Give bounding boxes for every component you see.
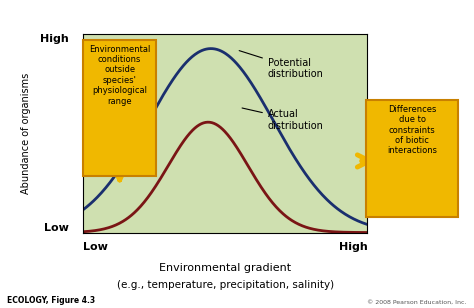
Text: © 2008 Pearson Education, Inc.: © 2008 Pearson Education, Inc. — [367, 300, 467, 305]
Text: Actual
distribution: Actual distribution — [242, 108, 324, 131]
Text: Abundance of organisms: Abundance of organisms — [21, 73, 31, 194]
Text: Potential
distribution: Potential distribution — [239, 51, 324, 79]
Text: Environmental gradient: Environmental gradient — [159, 263, 291, 273]
Text: Low: Low — [83, 242, 108, 253]
Text: Figure 4.3  Abundance Varies across Environmental Gradients: Figure 4.3 Abundance Varies across Envir… — [7, 6, 245, 15]
Text: (e.g., temperature, precipitation, salinity): (e.g., temperature, precipitation, salin… — [117, 280, 334, 290]
Text: High: High — [40, 34, 69, 44]
Text: Differences
due to
constraints
of biotic
interactions: Differences due to constraints of biotic… — [387, 105, 437, 155]
Text: High: High — [338, 242, 367, 253]
Text: ECOLOGY, Figure 4.3: ECOLOGY, Figure 4.3 — [7, 296, 95, 305]
Text: Environmental
conditions
outside
species'
physiological
range: Environmental conditions outside species… — [89, 45, 150, 106]
Text: Low: Low — [44, 223, 69, 233]
